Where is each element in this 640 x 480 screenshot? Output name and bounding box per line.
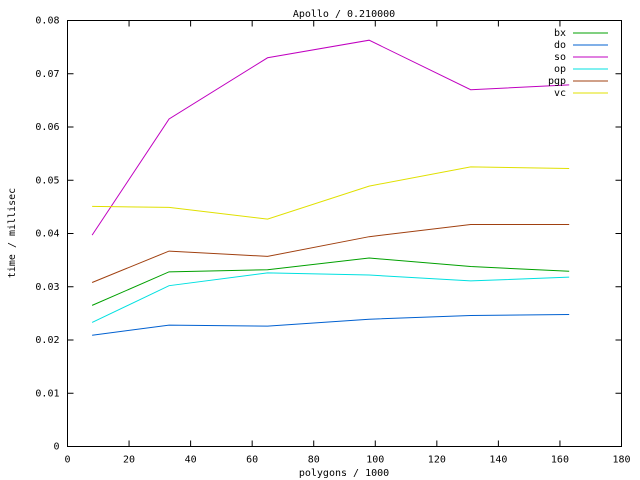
legend-label: bx xyxy=(554,28,566,39)
plot-frame xyxy=(67,20,622,447)
line-series xyxy=(91,39,570,236)
y-tick-label: 0.05 xyxy=(35,175,59,186)
x-tick-label: 0 xyxy=(64,455,70,466)
x-axis-label: polygons / 1000 xyxy=(299,468,389,479)
x-tick-label: 180 xyxy=(612,455,630,466)
legend-label: op xyxy=(554,64,566,75)
y-axis-label: time / millisec xyxy=(7,188,18,278)
x-tick-label: 120 xyxy=(428,455,446,466)
x-tick-label: 140 xyxy=(489,455,507,466)
line-series xyxy=(91,257,570,306)
y-tick-label: 0.04 xyxy=(35,229,59,240)
y-tick-label: 0.06 xyxy=(35,122,59,133)
y-tick-label: 0.03 xyxy=(35,282,59,293)
y-tick-label: 0 xyxy=(53,442,59,453)
y-tick-label: 0.08 xyxy=(35,16,59,27)
y-tick-label: 0.02 xyxy=(35,335,59,346)
x-tick-label: 60 xyxy=(246,455,258,466)
y-tick-label: 0.07 xyxy=(35,69,59,80)
line-series xyxy=(92,166,570,220)
x-tick-label: 80 xyxy=(308,455,320,466)
line-series xyxy=(92,313,570,336)
legend-label: pgp xyxy=(548,76,566,87)
x-tick-label: 100 xyxy=(366,455,384,466)
line-series xyxy=(91,223,570,283)
legend-label: do xyxy=(554,40,566,51)
y-tick-label: 0.01 xyxy=(35,388,59,399)
legend-label: vc xyxy=(554,88,566,99)
x-tick-label: 20 xyxy=(123,455,135,466)
x-tick-label: 40 xyxy=(185,455,197,466)
chart-title: Apollo / 0.210000 xyxy=(293,9,395,20)
line-series xyxy=(91,272,570,323)
x-tick-label: 160 xyxy=(551,455,569,466)
legend-label: so xyxy=(554,52,566,63)
